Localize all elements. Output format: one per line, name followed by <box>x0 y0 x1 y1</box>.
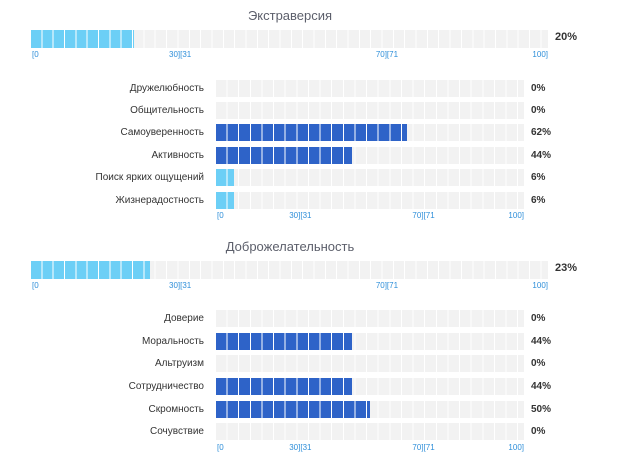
subscale-row: Моральность 44% <box>0 333 620 351</box>
subscale-label: Альтруизм <box>154 358 204 369</box>
subscale-percent: 6% <box>531 195 546 206</box>
subscale-percent: 0% <box>531 83 546 94</box>
subscale-percent: 44% <box>531 336 552 347</box>
trait-bar-track <box>31 261 548 279</box>
scale-label-30: 30][31 <box>169 281 192 290</box>
subscale-label: Самоуверенность <box>120 127 204 138</box>
subscale-scale: [0 30][31 70][71 100] <box>216 442 524 454</box>
subscale-label: Скромность <box>148 404 204 415</box>
trait-section-extraversion: Экстраверсия 20% [0 30][31 70][71 100] Д… <box>0 0 620 230</box>
subscale-percent: 6% <box>531 172 546 183</box>
subscale-bar-track <box>216 124 524 141</box>
scale-label-0: [0 <box>217 211 224 220</box>
subscale-label: Общительность <box>130 105 204 116</box>
subscale-row: Самоуверенность 62% <box>0 124 620 142</box>
subscale-bar-track <box>216 378 524 395</box>
scale-label-100: 100] <box>532 281 548 290</box>
subscale-bar-fill <box>216 333 352 350</box>
subscale-percent: 0% <box>531 313 546 324</box>
trait-percent: 20% <box>555 31 578 43</box>
subscale-bar-fill <box>216 124 407 141</box>
subscale-row: Доверие 0% <box>0 310 620 328</box>
subscale-row: Общительность 0% <box>0 102 620 120</box>
scale-label-100: 100] <box>508 443 524 452</box>
subscale-bar-track <box>216 401 524 418</box>
scale-label-100: 100] <box>532 50 548 59</box>
subscale-label: Сотрудничество <box>128 381 204 392</box>
subscale-label: Жизнерадостность <box>115 195 204 206</box>
subscale-label: Моральность <box>141 336 204 347</box>
subscale-bar-fill <box>216 169 235 186</box>
subscale-label: Доверие <box>164 313 204 324</box>
trait-title: Доброжелательность <box>225 239 355 254</box>
subscale-label: Поиск ярких ощущений <box>95 172 204 183</box>
trait-scale: [0 30][31 70][71 100] <box>31 280 548 292</box>
trait-section-agreeableness: Доброжелательность 23% [0 30][31 70][71 … <box>0 231 620 461</box>
scale-label-0: [0 <box>32 281 39 290</box>
subscale-row: Активность 44% <box>0 147 620 165</box>
subscale-percent: 44% <box>531 150 552 161</box>
subscale-bar-track <box>216 147 524 164</box>
subscale-row: Жизнерадостность 6% <box>0 192 620 210</box>
scale-label-30: 30][31 <box>169 50 192 59</box>
scale-label-70: 70][71 <box>412 443 435 452</box>
subscale-bar-track <box>216 192 524 209</box>
subscale-row: Поиск ярких ощущений 6% <box>0 169 620 187</box>
subscale-bar-track <box>216 80 524 97</box>
subscale-bar-fill <box>216 378 352 395</box>
subscale-bar-track <box>216 102 524 119</box>
scale-label-30: 30][31 <box>289 443 312 452</box>
subscale-label: Сочувствие <box>149 426 204 437</box>
trait-bar-fill <box>31 30 135 48</box>
scale-label-100: 100] <box>508 211 524 220</box>
subscale-label: Дружелюбность <box>129 83 204 94</box>
scale-label-0: [0 <box>32 50 39 59</box>
subscale-row: Скромность 50% <box>0 401 620 419</box>
subscale-scale: [0 30][31 70][71 100] <box>216 210 524 222</box>
subscale-percent: 62% <box>531 127 552 138</box>
subscale-bar-track <box>216 310 524 327</box>
trait-scale: [0 30][31 70][71 100] <box>31 49 548 61</box>
subscale-bar-track <box>216 169 524 186</box>
trait-title: Экстраверсия <box>247 8 333 23</box>
subscale-percent: 44% <box>531 381 552 392</box>
subscale-row: Сотрудничество 44% <box>0 378 620 396</box>
trait-bar-fill <box>31 261 150 279</box>
subscale-bar-track <box>216 423 524 440</box>
subscale-row: Дружелюбность 0% <box>0 80 620 98</box>
scale-label-70: 70][71 <box>375 281 399 290</box>
subscale-bar-track <box>216 333 524 350</box>
trait-percent: 23% <box>555 262 578 274</box>
subscale-bar-fill <box>216 401 370 418</box>
subscale-row: Сочувствие 0% <box>0 423 620 441</box>
subscale-percent: 50% <box>531 404 552 415</box>
scale-label-70: 70][71 <box>412 211 435 220</box>
subscale-percent: 0% <box>531 358 546 369</box>
subscale-bar-fill <box>216 192 235 209</box>
subscale-percent: 0% <box>531 105 546 116</box>
scale-label-30: 30][31 <box>289 211 312 220</box>
subscale-bar-fill <box>216 147 352 164</box>
trait-bar-track <box>31 30 548 48</box>
subscale-label: Активность <box>151 150 204 161</box>
subscale-bar-track <box>216 355 524 372</box>
subscale-row: Альтруизм 0% <box>0 355 620 373</box>
scale-label-70: 70][71 <box>375 50 399 59</box>
subscale-percent: 0% <box>531 426 546 437</box>
scale-label-0: [0 <box>217 443 224 452</box>
